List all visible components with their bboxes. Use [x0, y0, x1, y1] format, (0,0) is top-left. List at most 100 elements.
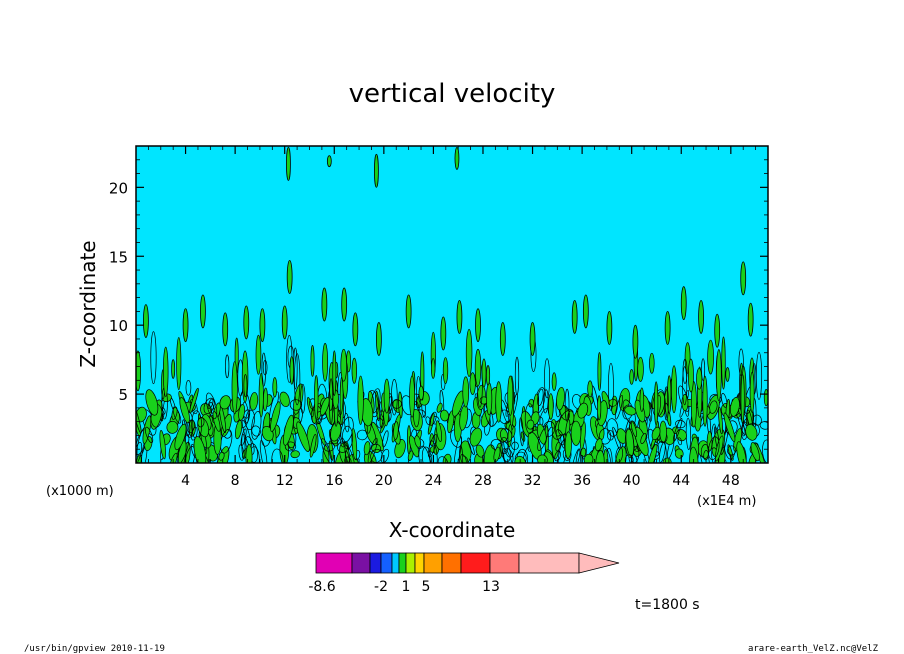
contour-cell	[136, 442, 143, 463]
contour-plume	[564, 388, 570, 422]
y-axis-ticks: 5 10 15 20	[109, 159, 768, 450]
contour-plume	[171, 359, 176, 379]
contour-plume-tall	[352, 312, 359, 347]
contour-plume-tall	[632, 324, 639, 359]
contour-cell	[598, 428, 612, 445]
contour-plume	[514, 356, 520, 395]
contour-cell	[640, 433, 647, 445]
contour-plume-tall	[529, 322, 536, 356]
contour-plume	[649, 352, 655, 374]
y-axis-label: Z-coordinate	[76, 240, 100, 367]
contour-plume-tall	[222, 312, 229, 347]
footer-right: arare-earth_VelZ.nc@VelZ	[748, 644, 879, 654]
x-tick-label: 4	[181, 473, 190, 489]
contour-cell	[703, 450, 709, 461]
contour-cell	[580, 447, 587, 458]
contour-field	[136, 146, 768, 463]
contour-plume	[469, 372, 476, 396]
contour-cell	[673, 418, 683, 442]
contour-cell	[340, 437, 346, 448]
contour-cell	[290, 450, 300, 459]
contour-cell	[543, 389, 549, 414]
colorbar-segment	[441, 552, 462, 574]
x-axis-ticks: 4 8 12 16 20 24 28 32 36 40 44 48	[147, 146, 757, 489]
contour-plume	[597, 352, 602, 391]
contour-plume	[225, 354, 230, 379]
contour-plume	[409, 375, 415, 418]
contour-cell	[469, 427, 483, 447]
contour-cell	[251, 410, 262, 440]
colorbar-label: 1	[402, 579, 411, 595]
contour-cell	[519, 417, 524, 447]
contour-cell	[382, 430, 389, 448]
contour-cell	[577, 402, 589, 419]
contour-plume	[721, 336, 726, 390]
contour-cell	[425, 416, 432, 426]
contour-cell	[564, 431, 572, 459]
colorbar-segment	[380, 552, 393, 574]
contour-plume-tall	[405, 294, 412, 329]
contour-cell	[460, 454, 467, 463]
contour-cell	[556, 386, 565, 411]
y-tick-label: 10	[109, 317, 128, 335]
contour-cell	[718, 406, 723, 435]
contour-cell	[344, 456, 352, 463]
contour-cell	[249, 392, 259, 411]
colorbar-label: 13	[482, 579, 500, 595]
contour-plume	[294, 353, 301, 406]
x-tick-label: 16	[325, 473, 343, 489]
contour-cell	[437, 456, 449, 463]
x-axis-label: X-coordinate	[389, 518, 516, 542]
contour-cell	[727, 445, 737, 456]
contour-plume	[548, 393, 554, 420]
contour-cell	[537, 426, 549, 451]
contour-cell	[475, 444, 485, 458]
contour-plume	[696, 367, 703, 390]
contour-cell	[289, 399, 303, 411]
contour-cell	[484, 403, 494, 427]
contour-plume	[430, 358, 436, 379]
contour-cell	[677, 437, 683, 446]
contour-cell	[235, 420, 243, 440]
contour-plume	[185, 379, 192, 396]
contour-plume	[261, 352, 266, 387]
contour-plume	[332, 350, 337, 396]
contour-cell	[537, 388, 544, 407]
colorbar-segment	[369, 552, 382, 574]
colorbar-segment	[518, 552, 580, 574]
colorbar-segment	[414, 552, 425, 574]
contour-streak	[326, 155, 332, 168]
contour-plume	[474, 348, 482, 387]
contour-cell	[240, 428, 247, 447]
contour-plume	[462, 376, 470, 408]
contour-plume-tall	[341, 287, 348, 322]
contour-cell	[555, 429, 565, 446]
contour-plume-tall	[499, 322, 506, 356]
contour-cell	[205, 392, 218, 420]
x-tick-label: 44	[672, 473, 690, 489]
plot-frame	[135, 145, 769, 464]
contour-cell	[189, 387, 199, 414]
contour-plume	[716, 349, 722, 402]
contour-plume	[486, 365, 491, 386]
contour-plume	[629, 369, 634, 385]
contour-cell	[436, 402, 443, 413]
x-unit-left: (x1000 m)	[46, 484, 114, 499]
contour-plume-tall	[243, 305, 250, 340]
contour-cell	[503, 448, 514, 463]
contour-plume	[749, 371, 755, 413]
contour-plume-tall	[571, 299, 578, 334]
contour-cell	[575, 449, 581, 463]
contour-cell	[367, 437, 378, 463]
contour-cell	[393, 421, 399, 440]
contour-plume	[690, 381, 697, 428]
contour-plume	[442, 357, 449, 384]
contour-plume	[314, 374, 319, 420]
contour-cell	[708, 436, 720, 461]
contour-plume-tall	[714, 313, 721, 348]
contour-cell	[166, 420, 179, 434]
contour-cell	[647, 443, 658, 463]
contour-cell	[370, 448, 383, 463]
colorbar-arrow	[578, 552, 620, 574]
contour-cell	[514, 451, 527, 463]
